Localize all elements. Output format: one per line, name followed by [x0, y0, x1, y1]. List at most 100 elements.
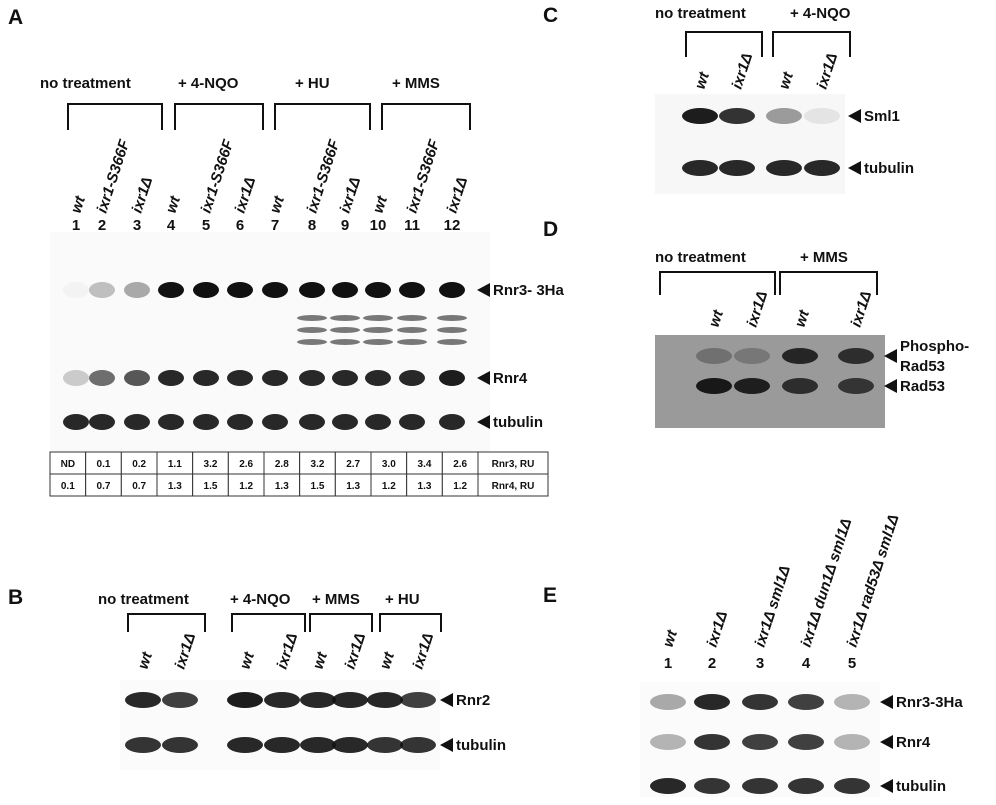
- band: [124, 370, 150, 386]
- band: [158, 282, 184, 298]
- lane-genotype: ixr1Δ: [232, 175, 260, 215]
- lane-genotype: ixr1Δ dun1Δ sml1Δ: [798, 516, 856, 649]
- table-text: 0.7: [97, 481, 111, 492]
- band: [694, 694, 730, 710]
- lane-genotype: wt: [163, 193, 185, 215]
- band: [300, 692, 336, 708]
- lane-genotype: wt: [135, 649, 157, 671]
- arrow: [440, 738, 453, 752]
- band: [400, 692, 436, 708]
- arrow: [884, 379, 897, 393]
- band: [834, 694, 870, 710]
- lane-genotype: ixr1-S366F: [94, 137, 134, 215]
- bracket: [379, 613, 442, 632]
- lane-genotype: wt: [68, 193, 90, 215]
- lane-genotype: ixr1Δ: [172, 631, 200, 671]
- group-label: + 4-NQO: [178, 75, 239, 92]
- band: [437, 315, 467, 321]
- group-label: + MMS: [312, 591, 360, 608]
- band: [782, 378, 818, 394]
- band: [193, 370, 219, 386]
- band: [332, 692, 368, 708]
- lane-genotype: ixr1-S366F: [198, 137, 238, 215]
- lane-number: 5: [848, 655, 856, 672]
- band: [742, 734, 778, 750]
- table-text: 1.2: [453, 481, 467, 492]
- band: [742, 694, 778, 710]
- panel-letter: B: [8, 586, 23, 609]
- band: [437, 327, 467, 333]
- lane-number: 10: [370, 217, 387, 234]
- group-label: no treatment: [98, 591, 189, 608]
- lane-genotype: ixr1Δ: [848, 289, 876, 329]
- band: [330, 327, 360, 333]
- band: [63, 370, 89, 386]
- group-label: + HU: [385, 591, 420, 608]
- band: [682, 160, 718, 176]
- table-text: 3.2: [204, 459, 218, 470]
- band: [804, 160, 840, 176]
- panel-letter: E: [543, 584, 557, 607]
- lane-genotype: ixr1Δ: [337, 175, 365, 215]
- band: [766, 108, 802, 124]
- band: [264, 737, 300, 753]
- table-text: Rnr3, RU: [492, 459, 535, 470]
- band: [696, 348, 732, 364]
- lane-number: 2: [708, 655, 716, 672]
- bracket: [779, 271, 878, 295]
- band: [264, 692, 300, 708]
- lane-number: 5: [202, 217, 210, 234]
- band-label: Rnr2: [456, 692, 490, 709]
- table-text: Rnr4, RU: [492, 481, 535, 492]
- lane-genotype: wt: [267, 193, 289, 215]
- arrow: [848, 109, 861, 123]
- band: [63, 282, 89, 298]
- band: [834, 778, 870, 794]
- lane-genotype: wt: [660, 627, 682, 649]
- band: [89, 370, 115, 386]
- lane-genotype: ixr1Δ: [342, 631, 370, 671]
- band: [365, 370, 391, 386]
- panel-letter: A: [8, 6, 23, 29]
- arrow: [880, 735, 893, 749]
- band: [399, 370, 425, 386]
- band: [262, 370, 288, 386]
- arrow: [880, 779, 893, 793]
- bracket: [309, 613, 373, 632]
- table-text: 3.4: [418, 459, 432, 470]
- lane-genotype: ixr1Δ rad53Δ sml1Δ: [844, 512, 903, 649]
- band-label: Rnr4: [896, 734, 931, 751]
- band: [89, 282, 115, 298]
- band: [365, 414, 391, 430]
- arrow: [848, 161, 861, 175]
- band: [193, 282, 219, 298]
- band-label: Rnr4: [493, 370, 528, 387]
- table-text: 3.0: [382, 459, 396, 470]
- band: [439, 282, 465, 298]
- band: [694, 778, 730, 794]
- lane-genotype: wt: [370, 193, 392, 215]
- group-label: + MMS: [392, 75, 440, 92]
- band: [330, 339, 360, 345]
- table-text: 2.7: [346, 459, 360, 470]
- lane-number: 11: [404, 217, 420, 234]
- band: [332, 370, 358, 386]
- panel-letter: D: [543, 218, 558, 241]
- lane-number: 4: [167, 217, 176, 234]
- lane-genotype: ixr1-S366F: [304, 137, 344, 215]
- band-label: tubulin: [456, 737, 506, 754]
- lane-genotype: wt: [377, 649, 399, 671]
- table-text: 0.7: [132, 481, 146, 492]
- bracket: [231, 613, 306, 632]
- band: [162, 692, 198, 708]
- group-label: + HU: [295, 75, 330, 92]
- band: [363, 339, 393, 345]
- arrow: [477, 371, 490, 385]
- band: [227, 370, 253, 386]
- lane-genotype: ixr1Δ: [410, 631, 438, 671]
- band: [788, 734, 824, 750]
- group-label: + 4-NQO: [790, 5, 851, 22]
- band: [297, 339, 327, 345]
- group-label: no treatment: [40, 75, 131, 92]
- band: [834, 734, 870, 750]
